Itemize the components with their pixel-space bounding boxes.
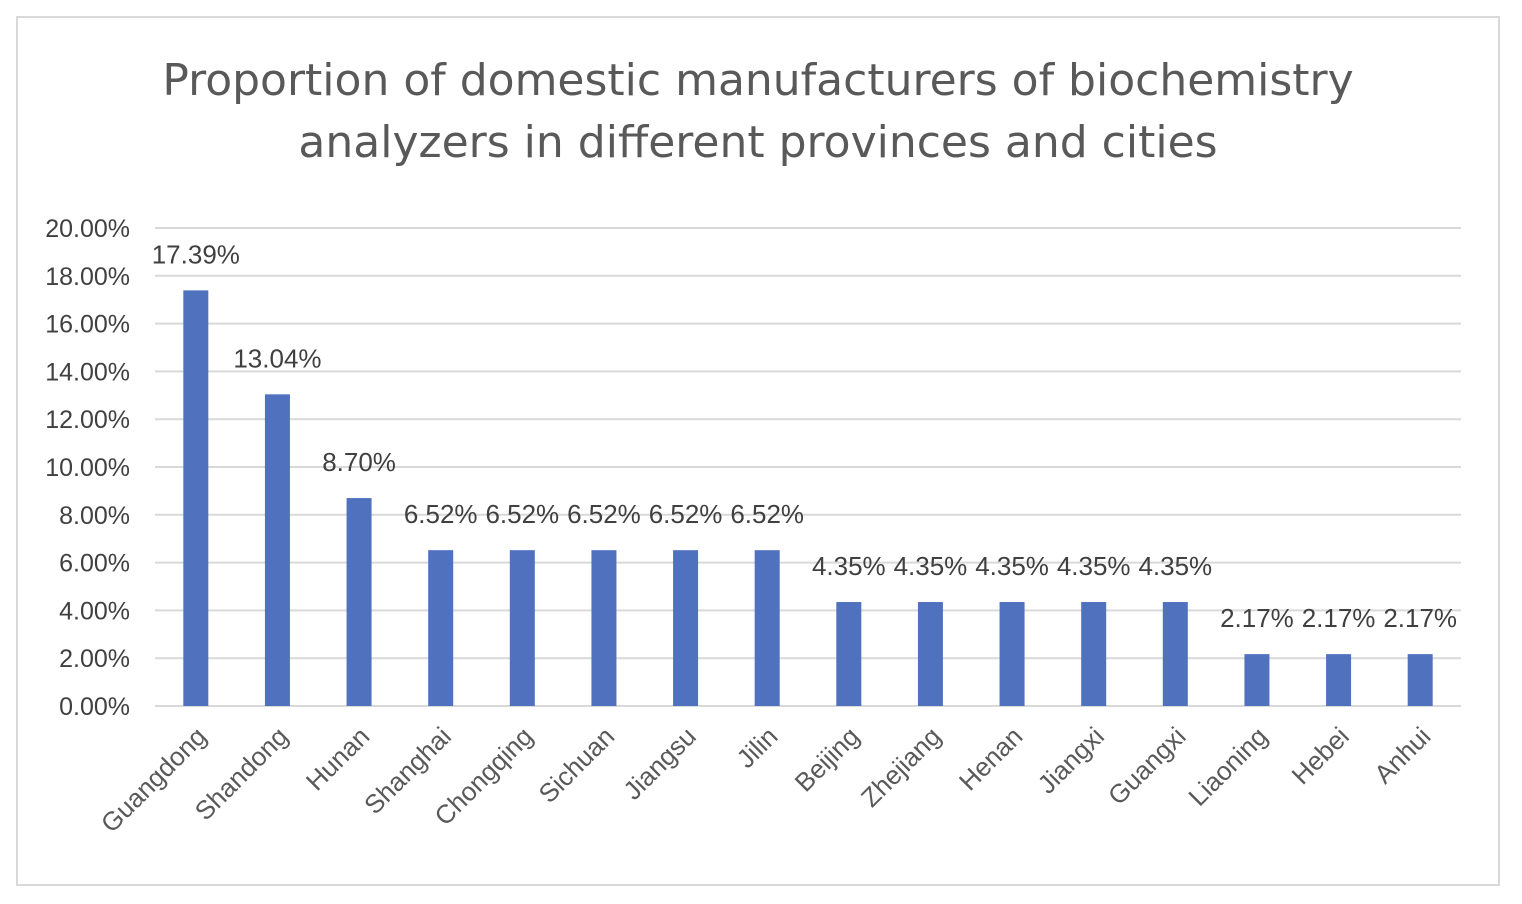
y-tick-label: 14.00% bbox=[45, 358, 130, 386]
data-label: 4.35% bbox=[975, 551, 1049, 581]
chart-title-line-1: Proportion of domestic manufacturers of … bbox=[162, 55, 1354, 106]
y-tick-label: 4.00% bbox=[59, 597, 130, 625]
y-tick-label: 12.00% bbox=[45, 406, 130, 434]
bar bbox=[1407, 654, 1433, 706]
data-label: 4.35% bbox=[894, 551, 968, 581]
data-label: 17.39% bbox=[152, 239, 240, 269]
data-label: 4.35% bbox=[1057, 551, 1131, 581]
y-tick-label: 8.00% bbox=[59, 502, 130, 530]
y-tick-label: 2.00% bbox=[59, 645, 130, 673]
bar bbox=[1244, 654, 1270, 706]
bar bbox=[836, 602, 862, 706]
data-label: 6.52% bbox=[649, 499, 723, 529]
y-tick-label: 10.00% bbox=[45, 454, 130, 482]
x-category-label: Hunan bbox=[300, 721, 375, 796]
bar bbox=[673, 550, 699, 706]
x-category-label: Jiangxi bbox=[1031, 721, 1109, 799]
x-category-label: Jiangsu bbox=[617, 721, 702, 806]
chart-title-line-2: analyzers in different provinces and cit… bbox=[298, 117, 1218, 168]
bar bbox=[183, 290, 209, 706]
data-label: 13.04% bbox=[233, 343, 321, 373]
data-label: 6.52% bbox=[730, 499, 804, 529]
y-tick-label: 16.00% bbox=[45, 311, 130, 339]
y-tick-label: 18.00% bbox=[45, 263, 130, 291]
bar bbox=[509, 550, 535, 706]
y-tick-label: 0.00% bbox=[59, 693, 130, 721]
bar bbox=[264, 394, 290, 706]
data-label: 2.17% bbox=[1383, 603, 1457, 633]
y-tick-label: 20.00% bbox=[45, 215, 130, 243]
bar bbox=[1162, 602, 1188, 706]
x-category-label: Anhui bbox=[1368, 721, 1436, 789]
bar bbox=[917, 602, 943, 706]
x-category-label: Henan bbox=[953, 721, 1028, 796]
x-category-label: Guangxi bbox=[1102, 721, 1192, 811]
y-tick-label: 6.00% bbox=[59, 550, 130, 578]
bar bbox=[999, 602, 1025, 706]
bar bbox=[1081, 602, 1107, 706]
data-label: 6.52% bbox=[404, 499, 478, 529]
bar bbox=[346, 498, 372, 706]
bar bbox=[1326, 654, 1352, 706]
bar bbox=[591, 550, 617, 706]
bar bbox=[754, 550, 780, 706]
x-category-label: Zhejiang bbox=[855, 721, 947, 813]
data-label: 6.52% bbox=[485, 499, 559, 529]
data-label: 2.17% bbox=[1220, 603, 1294, 633]
chart-frame bbox=[16, 16, 1500, 886]
x-category-label: Sichuan bbox=[533, 721, 621, 809]
x-category-label: Hebei bbox=[1286, 721, 1355, 790]
data-label: 8.70% bbox=[322, 447, 396, 477]
data-label: 4.35% bbox=[812, 551, 886, 581]
x-category-label: Liaoning bbox=[1182, 721, 1273, 812]
data-label: 6.52% bbox=[567, 499, 641, 529]
data-label: 2.17% bbox=[1302, 603, 1376, 633]
chart-title: Proportion of domestic manufacturers of … bbox=[0, 50, 1516, 174]
bar bbox=[428, 550, 454, 706]
x-category-label: Jilin bbox=[731, 721, 784, 774]
x-category-label: Beijing bbox=[789, 721, 865, 797]
data-label: 4.35% bbox=[1138, 551, 1212, 581]
x-category-label: Guangdong bbox=[95, 721, 212, 838]
